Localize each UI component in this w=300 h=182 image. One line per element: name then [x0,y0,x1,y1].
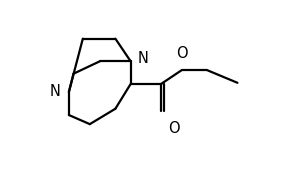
Text: O: O [176,46,188,61]
Text: N: N [138,51,149,66]
Text: O: O [168,121,179,136]
Text: N: N [50,84,61,99]
